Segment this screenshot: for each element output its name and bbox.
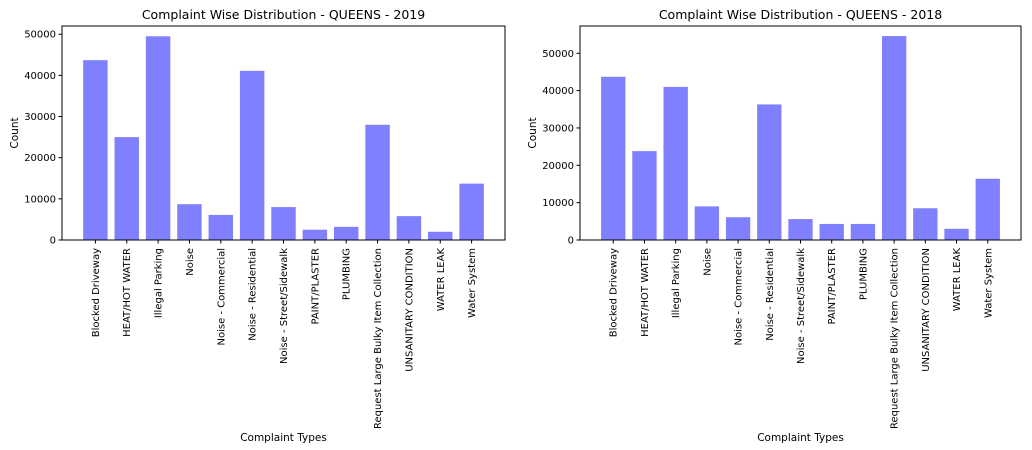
bar-10 [913, 208, 938, 240]
x-axis-label: Complaint Types [240, 432, 327, 444]
plot-frame [579, 25, 1022, 241]
x-tick-label-2: Illegal Parking [671, 248, 682, 318]
y-tick-label-2: 20000 [24, 153, 56, 164]
y-tick-label-0: 0 [50, 236, 56, 247]
x-tick-label-11: WATER LEAK [436, 248, 447, 312]
bar-4 [725, 217, 751, 240]
x-tick-label-5: Noise - Residential [765, 248, 776, 341]
bar-8 [333, 226, 359, 240]
bar-3 [177, 204, 202, 240]
x-tick-label-10: UNSANITARY CONDITION [921, 248, 932, 372]
y-tick-label-0: 0 [568, 236, 574, 247]
bar-10 [396, 216, 422, 240]
plot-frame [61, 25, 506, 241]
x-tick-label-3: Noise [702, 248, 713, 276]
y-tick-label-4: 40000 [542, 86, 574, 97]
bar-0 [601, 76, 626, 240]
bar-7 [819, 223, 844, 240]
x-tick-label-12: Water System [467, 248, 478, 318]
x-axis-label: Complaint Types [757, 432, 844, 444]
x-tick-label-11: WATER LEAK [952, 248, 963, 312]
x-tick-label-8: PLUMBING [342, 248, 353, 300]
x-tick-label-4: Noise - Commercial [734, 248, 745, 346]
x-tick-label-7: PAINT/PLASTER [827, 248, 838, 325]
bar-9 [365, 124, 390, 240]
y-tick-label-4: 40000 [24, 71, 56, 82]
x-tick-label-8: PLUMBING [858, 248, 869, 300]
x-tick-label-1: HEAT/HOT WATER [640, 248, 651, 337]
chart-2019: Blocked Driveway HEAT/HOT WATER Illegal Pa… [9, 7, 506, 444]
x-tick-label-4: Noise - Commercial [216, 248, 227, 346]
y-tick-label-3: 30000 [24, 112, 56, 123]
chart-title: Complaint Wise Distribution - QUEENS - 2… [142, 7, 425, 22]
bar-12 [459, 183, 484, 240]
x-tick-label-0: Blocked Driveway [609, 248, 620, 337]
y-tick-label-5: 50000 [542, 49, 574, 60]
bar-4 [208, 214, 234, 240]
bar-8 [850, 223, 876, 240]
bar-6 [271, 207, 296, 240]
chart-title: Complaint Wise Distribution - QUEENS - 2… [659, 7, 942, 22]
x-tick-label-5: Noise - Residential [248, 248, 259, 341]
y-tick-label-1: 10000 [24, 194, 56, 205]
x-tick-label-2: Illegal Parking [154, 248, 165, 318]
bar-6 [788, 219, 813, 240]
bar-2 [663, 86, 688, 240]
bar-1 [114, 137, 139, 240]
x-tick-label-1: HEAT/HOT WATER [122, 248, 133, 337]
chart-2018: Blocked Driveway HEAT/HOT WATER Illegal Pa… [527, 7, 1022, 444]
bar-12 [975, 178, 1000, 240]
bar-7 [302, 229, 328, 240]
y-axis-label: Count [9, 117, 21, 148]
bar-1 [632, 151, 657, 240]
y-axis-label: Count [527, 117, 539, 148]
bar-9 [881, 36, 907, 240]
y-tick-label-1: 10000 [542, 198, 574, 209]
bar-3 [694, 206, 720, 240]
bar-2 [145, 36, 171, 241]
bar-5 [757, 104, 782, 240]
x-tick-label-6: Noise - Street/Sidewalk [796, 248, 807, 364]
x-tick-label-9: Request Large Bulky Item Collection [890, 248, 901, 429]
x-tick-label-9: Request Large Bulky Item Collection [373, 248, 384, 429]
bar-0 [83, 60, 108, 241]
x-tick-label-3: Noise [185, 248, 196, 276]
x-tick-label-6: Noise - Street/Sidewalk [279, 248, 290, 364]
y-tick-label-2: 20000 [542, 161, 574, 172]
x-tick-label-10: UNSANITARY CONDITION [404, 248, 415, 372]
x-tick-label-7: PAINT/PLASTER [310, 248, 321, 325]
x-tick-label-0: Blocked Driveway [91, 248, 102, 337]
bar-5 [239, 70, 265, 240]
bar-11 [428, 231, 453, 240]
y-tick-label-5: 50000 [24, 30, 56, 41]
bar-11 [944, 228, 969, 240]
y-tick-label-3: 30000 [542, 123, 574, 134]
x-tick-label-12: Water System [983, 248, 994, 318]
